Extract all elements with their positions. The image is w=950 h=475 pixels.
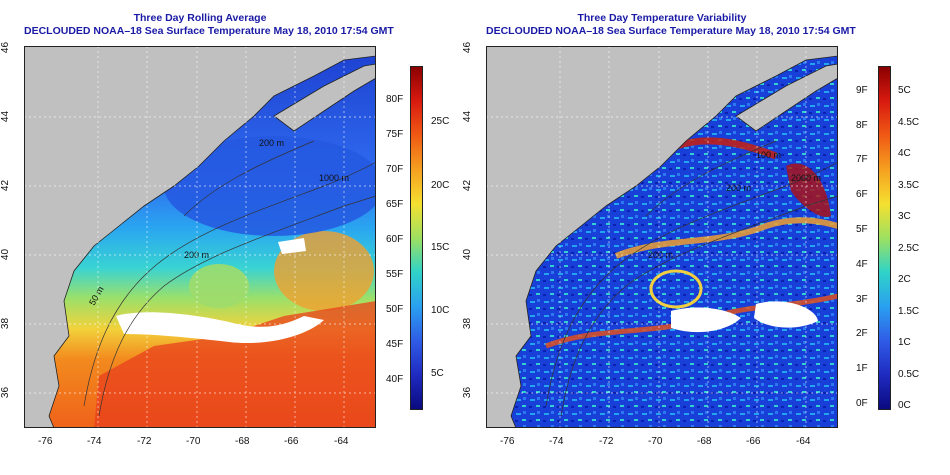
lat-tick-38: 38 bbox=[0, 317, 12, 330]
lon-tick-64: -64 bbox=[334, 436, 349, 447]
cbar-c-2: 2C bbox=[898, 274, 911, 285]
cbar-c-1: 1C bbox=[898, 337, 911, 348]
land-right bbox=[486, 46, 838, 428]
cbar-f-45: 45F bbox=[386, 339, 404, 350]
cbar-f-6: 6F bbox=[856, 189, 868, 200]
contour-label-r3: 200 m bbox=[726, 183, 751, 193]
lon-tick-76: -76 bbox=[38, 436, 53, 447]
lat-tick-42: 42 bbox=[0, 179, 12, 192]
lon-tick-68-right: -68 bbox=[697, 436, 712, 447]
high-variability-band-3 bbox=[674, 137, 778, 160]
cbar-f-80: 80F bbox=[386, 94, 404, 105]
lat-tick-44: 44 bbox=[0, 110, 12, 123]
sst-variability-map: 100 m 2000 m 200 m 200 m bbox=[486, 46, 838, 428]
contour-label-3: 200 m bbox=[259, 138, 284, 148]
cbar-c-0-5: 0.5C bbox=[898, 369, 920, 380]
cbar-c-3: 3C bbox=[898, 211, 911, 222]
cbar-c-10: 10C bbox=[431, 305, 450, 316]
cbar-f-70: 70F bbox=[386, 164, 404, 175]
cloud-mask bbox=[116, 312, 324, 344]
cbar-f-8: 8F bbox=[856, 120, 868, 131]
gulf-stream-warm bbox=[94, 301, 376, 428]
contour-label-1: 200 m bbox=[184, 250, 209, 260]
left-title-line1: Three Day Rolling Average bbox=[133, 12, 267, 24]
cbar-c-20: 20C bbox=[431, 180, 450, 191]
lon-tick-64-right: -64 bbox=[796, 436, 811, 447]
left-title: Three Day Rolling Average DECLOUDED NOAA… bbox=[24, 12, 394, 38]
temperature-colorbar bbox=[410, 66, 423, 410]
variability-eddy bbox=[649, 269, 703, 309]
cloud-mask-2 bbox=[278, 238, 306, 254]
cbar-f-55: 55F bbox=[386, 269, 404, 280]
contour-label-r4: 200 m bbox=[648, 250, 673, 260]
land bbox=[24, 46, 376, 428]
lat-tick-36: 36 bbox=[0, 386, 12, 399]
cbar-f-60: 60F bbox=[386, 234, 404, 245]
cbar-f-1: 1F bbox=[856, 363, 868, 374]
lat-tick-40-right: 40 bbox=[462, 248, 474, 261]
lon-tick-72-right: -72 bbox=[599, 436, 614, 447]
nova-scotia bbox=[273, 63, 376, 132]
lon-tick-70-right: -70 bbox=[648, 436, 663, 447]
lon-tick-74: -74 bbox=[87, 436, 102, 447]
map-frame bbox=[24, 46, 376, 428]
cbar-f-3: 3F bbox=[856, 294, 868, 305]
grid-lines bbox=[24, 46, 376, 428]
cbar-c-5: 5C bbox=[431, 368, 444, 379]
lon-tick-72: -72 bbox=[137, 436, 152, 447]
grid-lines-right bbox=[486, 46, 838, 428]
lon-tick-76-right: -76 bbox=[500, 436, 515, 447]
contour-label-2: 1000 m bbox=[319, 173, 349, 183]
bathymetry-contour-r3 bbox=[645, 140, 777, 217]
variability-colorbar bbox=[878, 66, 891, 410]
sst-average-map: 200 m 1000 m 200 m 50 m bbox=[24, 46, 376, 428]
cbar-f-5: 5F bbox=[856, 224, 868, 235]
cbar-f-50: 50F bbox=[386, 304, 404, 315]
cbar-c-25: 25C bbox=[431, 116, 450, 127]
variability-hotspot bbox=[786, 163, 831, 217]
cbar-f-7: 7F bbox=[856, 154, 868, 165]
cbar-f-75: 75F bbox=[386, 129, 404, 140]
lon-tick-70: -70 bbox=[186, 436, 201, 447]
lat-tick-44-right: 44 bbox=[462, 110, 474, 123]
cbar-c-4-5: 4.5C bbox=[898, 117, 920, 128]
cbar-c-2-5: 2.5C bbox=[898, 243, 920, 254]
cbar-f-65: 65F bbox=[386, 199, 404, 210]
cbar-f-2: 2F bbox=[856, 328, 868, 339]
lon-tick-66: -66 bbox=[284, 436, 299, 447]
bathymetry-contour-3 bbox=[183, 140, 315, 217]
nova-scotia-right bbox=[735, 63, 838, 132]
lat-tick-36-right: 36 bbox=[462, 386, 474, 399]
right-title-line1: Three Day Temperature Variability bbox=[577, 12, 747, 24]
cloud-mask-right bbox=[671, 307, 741, 333]
contour-label-r1: 100 m bbox=[756, 150, 781, 160]
cbar-c-0: 0C bbox=[898, 400, 911, 411]
high-variability-band-1 bbox=[614, 217, 838, 259]
cbar-f-40: 40F bbox=[386, 374, 404, 385]
lat-tick-46: 46 bbox=[0, 41, 12, 54]
lon-tick-66-right: -66 bbox=[746, 436, 761, 447]
cbar-f-4: 4F bbox=[856, 259, 868, 270]
cbar-c-5: 5C bbox=[898, 85, 911, 96]
cbar-f-0: 0F bbox=[856, 398, 868, 409]
cbar-f-9: 9F bbox=[856, 85, 868, 96]
cloud-mask-right-2 bbox=[754, 301, 818, 328]
bathymetry-contour-2 bbox=[98, 195, 376, 417]
lat-tick-42-right: 42 bbox=[462, 179, 474, 192]
right-title-line2: DECLOUDED NOAA–18 Sea Surface Temperatur… bbox=[486, 25, 856, 37]
lon-tick-68: -68 bbox=[235, 436, 250, 447]
cool-eddy bbox=[189, 264, 249, 308]
cbar-c-3-5: 3.5C bbox=[898, 180, 920, 191]
right-title: Three Day Temperature Variability DECLOU… bbox=[486, 12, 856, 38]
map-frame-right bbox=[486, 46, 838, 428]
lat-tick-46-right: 46 bbox=[462, 41, 474, 54]
lat-tick-40: 40 bbox=[0, 248, 12, 261]
lon-tick-74-right: -74 bbox=[549, 436, 564, 447]
cbar-c-15: 15C bbox=[431, 242, 450, 253]
lat-tick-38-right: 38 bbox=[462, 317, 474, 330]
cbar-c-1-5: 1.5C bbox=[898, 306, 920, 317]
cbar-c-4: 4C bbox=[898, 148, 911, 159]
left-title-line2: DECLOUDED NOAA–18 Sea Surface Temperatur… bbox=[24, 25, 394, 37]
bathymetry-contour-r2 bbox=[560, 195, 838, 417]
